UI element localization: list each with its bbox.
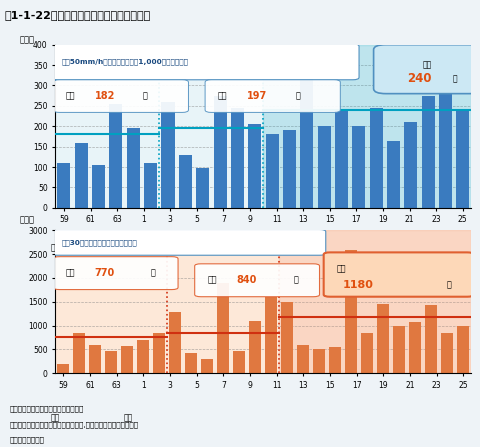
Bar [196, 168, 209, 208]
Text: 注１：１時間降水量の年間発生回数。: 注１：１時間降水量の年間発生回数。 [10, 406, 84, 413]
FancyBboxPatch shape [51, 44, 358, 80]
Text: 1180: 1180 [342, 279, 372, 290]
Bar [153, 333, 165, 373]
Bar [360, 333, 372, 373]
Bar [92, 165, 105, 208]
Bar [420, 96, 433, 208]
Text: 197: 197 [246, 91, 266, 101]
Bar [345, 250, 357, 373]
Text: 平成: 平成 [123, 413, 132, 422]
Bar [312, 350, 324, 373]
Text: 平均: 平均 [422, 61, 432, 70]
Bar [75, 143, 88, 208]
Text: 平均: 平均 [336, 264, 345, 273]
Bar [424, 305, 436, 373]
Bar [121, 346, 133, 373]
Bar [441, 333, 453, 373]
Bar [230, 108, 243, 208]
Text: 昭和: 昭和 [50, 244, 60, 253]
Text: 平均: 平均 [207, 276, 216, 285]
Bar [282, 131, 295, 208]
Bar [161, 102, 174, 208]
Bar [233, 350, 245, 373]
Bar [58, 163, 71, 208]
Bar [351, 126, 364, 208]
Bar [169, 312, 181, 373]
Bar [393, 325, 405, 373]
Bar [369, 108, 382, 208]
Bar [265, 297, 277, 373]
Text: 182: 182 [95, 91, 115, 101]
Text: 図1-1-22　豪雨と土砂災害の発生数の推移: 図1-1-22 豪雨と土砂災害の発生数の推移 [5, 10, 151, 20]
Bar [249, 321, 261, 373]
Bar [334, 110, 347, 208]
Bar [297, 345, 309, 373]
FancyBboxPatch shape [53, 257, 178, 290]
Text: 昭和: 昭和 [50, 413, 60, 422]
FancyBboxPatch shape [323, 253, 472, 297]
Text: 770: 770 [95, 268, 115, 278]
Text: 件: 件 [151, 269, 156, 278]
FancyBboxPatch shape [51, 229, 325, 255]
Text: 回: 回 [452, 75, 456, 84]
Bar [300, 61, 312, 208]
Bar [279, 230, 470, 373]
Bar [456, 325, 468, 373]
Bar [248, 124, 261, 208]
Bar [403, 122, 416, 208]
Bar [265, 135, 278, 208]
Bar [57, 364, 69, 373]
FancyBboxPatch shape [194, 264, 319, 297]
Bar [317, 126, 330, 208]
Bar [73, 333, 85, 373]
Text: 平均: 平均 [217, 92, 227, 101]
Text: （件）: （件） [20, 215, 35, 224]
Bar [263, 45, 470, 208]
Text: 回: 回 [295, 92, 300, 101]
Text: 資料：国土交通省: 資料：国土交通省 [10, 436, 45, 443]
Bar [408, 322, 420, 373]
Text: 平均: 平均 [66, 269, 75, 278]
Text: 240: 240 [406, 72, 431, 85]
Bar [329, 347, 341, 373]
Text: 840: 840 [236, 275, 256, 285]
Text: 件: 件 [293, 276, 298, 285]
Text: 過去30年における土砂災害発生件数: 過去30年における土砂災害発生件数 [61, 239, 137, 246]
Bar [144, 163, 157, 208]
Text: 件: 件 [445, 280, 450, 289]
Text: 平均: 平均 [66, 92, 75, 101]
Bar [185, 353, 197, 373]
Bar [217, 283, 229, 373]
Bar [201, 359, 213, 373]
FancyBboxPatch shape [53, 80, 188, 112]
Text: ２：全国のアメダスより集計した１,０００地点あたりの回数。: ２：全国のアメダスより集計した１,０００地点あたりの回数。 [10, 421, 138, 428]
Bar [281, 302, 293, 373]
Bar [89, 345, 101, 373]
Bar [438, 92, 451, 208]
Bar [127, 128, 140, 208]
Bar [455, 110, 468, 208]
Text: 平成: 平成 [123, 244, 132, 253]
Bar [213, 96, 226, 208]
Text: （回）: （回） [20, 36, 35, 45]
FancyBboxPatch shape [204, 80, 340, 112]
Bar [109, 104, 122, 208]
Text: 回: 回 [143, 92, 147, 101]
Bar [179, 155, 192, 208]
Bar [386, 140, 399, 208]
FancyBboxPatch shape [373, 45, 480, 94]
Bar [137, 340, 149, 373]
Text: 降雨50mm/h以上の発生回数（1,000地点あたり）: 降雨50mm/h以上の発生回数（1,000地点あたり） [61, 59, 188, 65]
Bar [377, 304, 388, 373]
Bar [105, 350, 117, 373]
